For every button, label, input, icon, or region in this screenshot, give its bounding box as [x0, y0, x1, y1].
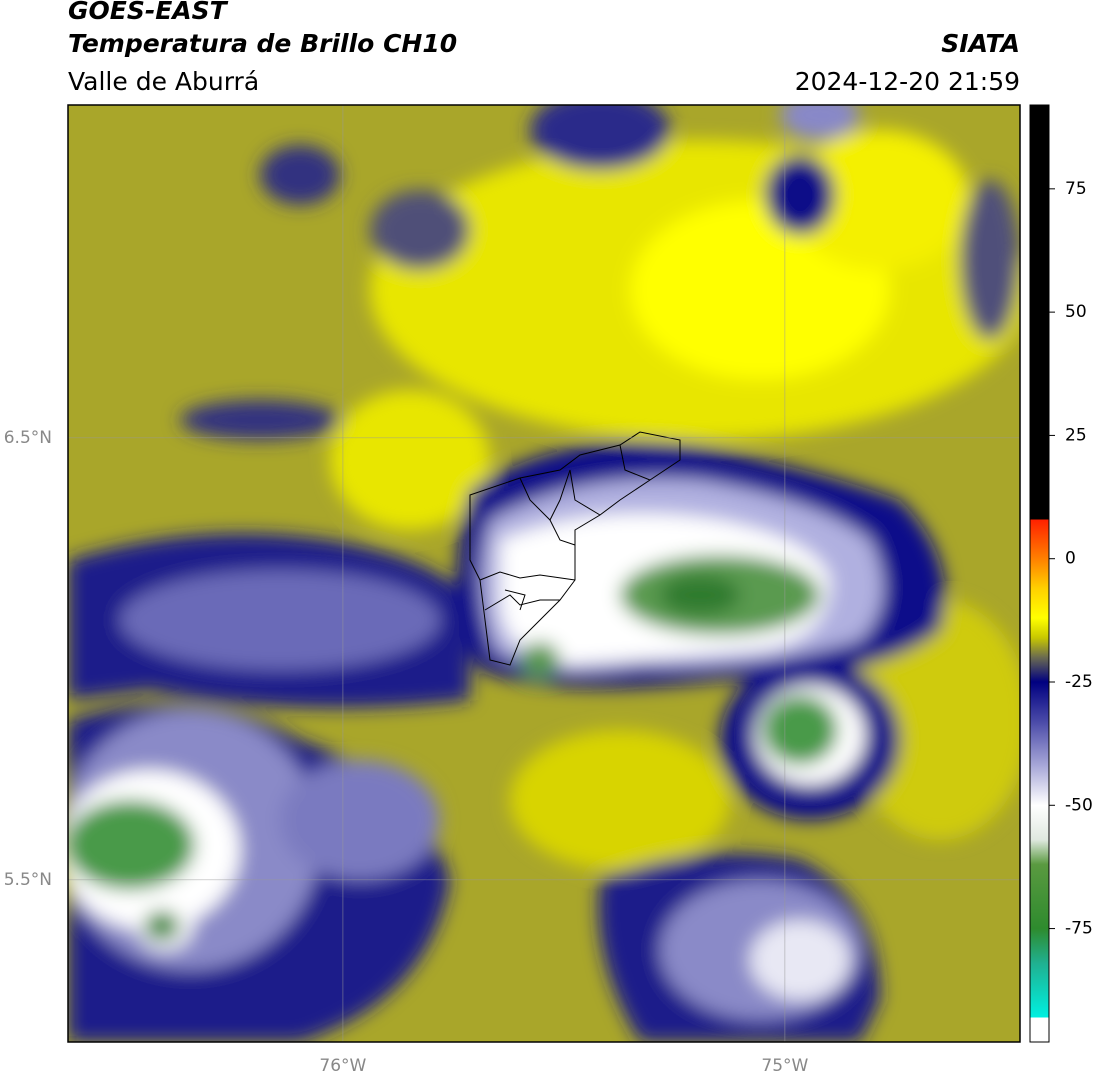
lat-label: 6.5°N	[4, 428, 52, 448]
datetime: 2024-12-20 21:59	[795, 67, 1020, 96]
satellite-field	[68, 105, 1020, 1042]
colorbar-tick-label: -75	[1065, 919, 1093, 939]
municipal-boundaries	[469, 431, 681, 666]
colorbar-tick-label: 75	[1065, 179, 1087, 199]
colorbar-tick-label: 50	[1065, 302, 1087, 322]
colorbar-tick-label: -25	[1065, 672, 1093, 692]
colorbar	[1029, 104, 1050, 1043]
colorbar-tick-label: 0	[1065, 549, 1076, 569]
grid	[68, 105, 1020, 1042]
region: Valle de Aburrá	[68, 67, 259, 96]
colorbar-tick-label: -50	[1065, 795, 1093, 815]
lon-label: 75°W	[761, 1056, 808, 1076]
agency: SIATA	[941, 29, 1020, 58]
lat-label: 5.5°N	[4, 870, 52, 890]
colorbar-tick-label: 25	[1065, 425, 1087, 445]
map-frame	[67, 104, 1021, 1043]
lon-label: 76°W	[319, 1056, 366, 1076]
title: GOES-EAST	[68, 0, 229, 25]
subtitle: Temperatura de Brillo CH10	[68, 29, 457, 58]
